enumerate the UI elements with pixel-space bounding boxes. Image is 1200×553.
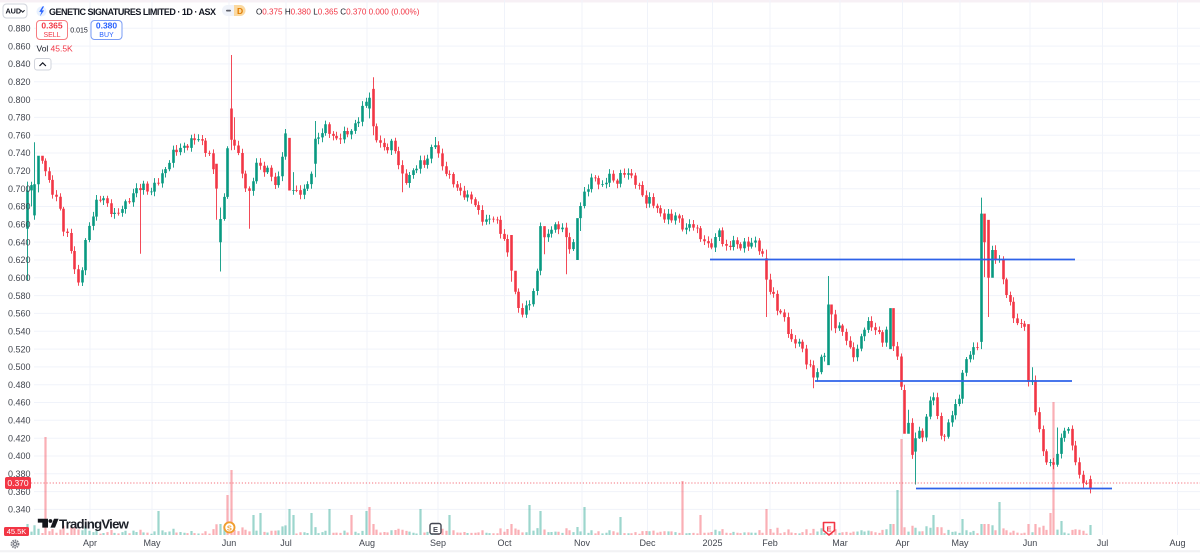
svg-text:0.360: 0.360 [8,487,31,497]
svg-text:Aug: Aug [359,538,375,548]
svg-text:Nov: Nov [574,538,591,548]
svg-text:E: E [433,525,438,534]
svg-text:45.5K: 45.5K [7,527,27,536]
svg-text:0.780: 0.780 [8,113,31,123]
svg-text:AUD: AUD [6,7,22,16]
svg-text:Vol: Vol [37,44,49,54]
svg-text:45.5K: 45.5K [51,44,74,54]
svg-text:0.460: 0.460 [8,398,31,408]
svg-text:0.365: 0.365 [41,21,63,31]
svg-text:0.760: 0.760 [8,130,31,140]
svg-text:GENETIC SIGNATURES LIMITED · 1: GENETIC SIGNATURES LIMITED · 1D · ASX [49,7,216,17]
svg-text:O0.375 H0.380 L0.365 C0.370 0.: O0.375 H0.380 L0.365 C0.370 0.000 (0.00%… [256,7,420,16]
svg-text:0.880: 0.880 [8,24,31,34]
svg-text:2025: 2025 [702,538,722,548]
svg-text:0.500: 0.500 [8,362,31,372]
svg-text:0.400: 0.400 [8,451,31,461]
svg-text:Dec: Dec [639,538,656,548]
svg-text:0.620: 0.620 [8,255,31,265]
svg-text:0.380: 0.380 [96,21,118,31]
svg-text:TradingView: TradingView [59,517,130,532]
svg-text:Jun: Jun [222,538,237,548]
svg-text:BUY: BUY [99,32,114,39]
svg-text:0.700: 0.700 [8,184,31,194]
svg-text:0.540: 0.540 [8,326,31,336]
svg-text:Aug: Aug [1169,538,1185,548]
svg-text:D: D [237,6,243,16]
svg-text:E: E [826,525,831,534]
svg-text:Sep: Sep [430,538,446,548]
svg-text:0.380: 0.380 [8,469,31,479]
svg-text:Jun: Jun [1023,538,1038,548]
svg-text:0.520: 0.520 [8,344,31,354]
svg-text:0.720: 0.720 [8,166,31,176]
svg-text:Jul: Jul [1097,538,1109,548]
svg-text:S: S [227,523,232,532]
svg-text:0.740: 0.740 [8,148,31,158]
svg-text:May: May [951,538,969,548]
svg-text:0.800: 0.800 [8,95,31,105]
svg-text:Oct: Oct [497,538,512,548]
svg-text:Mar: Mar [832,538,848,548]
svg-text:0.560: 0.560 [8,309,31,319]
svg-text:Apr: Apr [83,538,97,548]
svg-text:Jul: Jul [280,538,292,548]
svg-text:0.820: 0.820 [8,77,31,87]
svg-text:0.340: 0.340 [8,505,31,515]
svg-text:May: May [143,538,161,548]
svg-text:SELL: SELL [43,32,60,39]
svg-text:0.370: 0.370 [7,478,29,488]
svg-text:0.640: 0.640 [8,237,31,247]
svg-text:0.660: 0.660 [8,220,31,230]
svg-text:0.015: 0.015 [70,28,88,35]
svg-text:0.580: 0.580 [8,291,31,301]
svg-text:Apr: Apr [895,538,909,548]
svg-text:0.680: 0.680 [8,202,31,212]
svg-text:0.860: 0.860 [8,41,31,51]
svg-text:Feb: Feb [762,538,778,548]
svg-text:0.440: 0.440 [8,416,31,426]
svg-text:0.420: 0.420 [8,433,31,443]
svg-text:0.840: 0.840 [8,59,31,69]
svg-text:0.480: 0.480 [8,380,31,390]
svg-text:0.600: 0.600 [8,273,31,283]
